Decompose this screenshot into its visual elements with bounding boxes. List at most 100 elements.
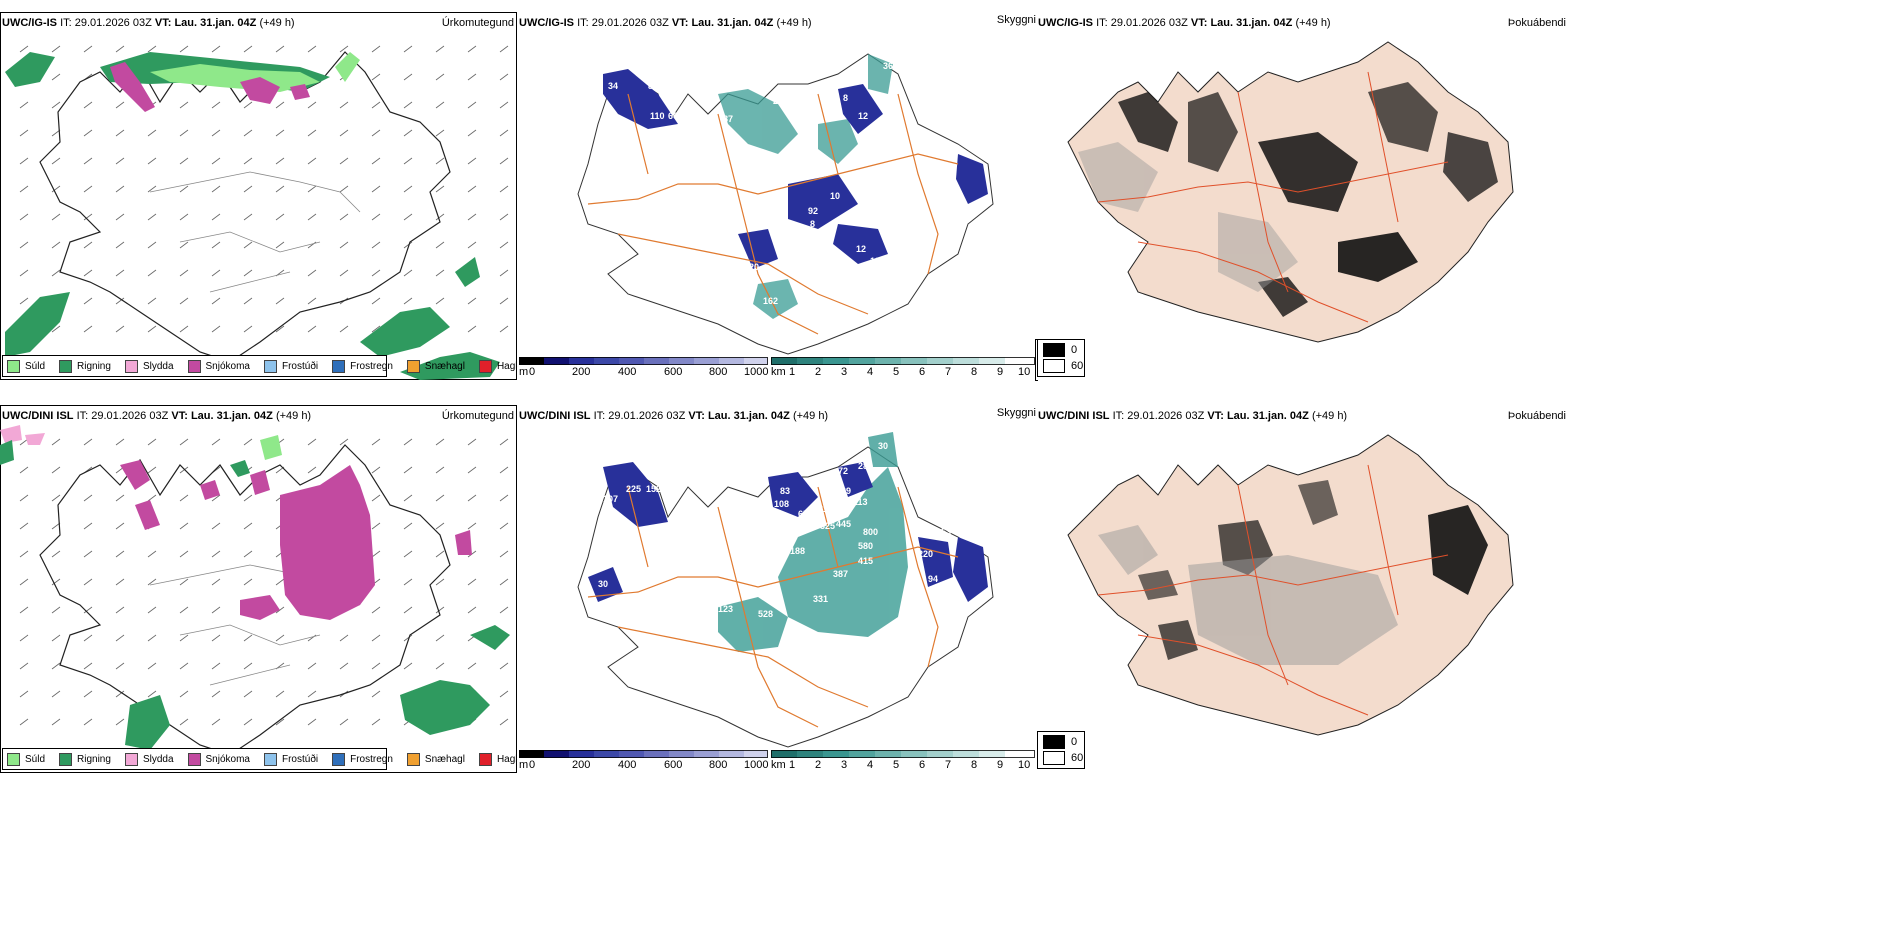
wind-barb — [499, 325, 509, 333]
wind-barb — [243, 634, 253, 642]
snow-tick: 600 — [664, 759, 683, 771]
wind-barb — [243, 325, 253, 333]
teal-visibility — [718, 54, 893, 319]
vis-label: 220 — [918, 549, 933, 559]
wind-barb — [371, 438, 381, 446]
vis-label: 8 — [810, 219, 815, 229]
wind-barb — [339, 213, 349, 221]
wind-barb — [243, 438, 253, 446]
lead-time: (+49 h) — [259, 17, 295, 29]
wind-barb — [275, 45, 285, 53]
vis-label: 12 — [858, 111, 868, 121]
vis-tick: 5 — [893, 759, 900, 771]
panel-title: Þokuábendi — [1507, 17, 1566, 29]
wind-barb — [19, 550, 29, 558]
wind-barb — [371, 241, 381, 249]
wind-barb — [275, 157, 285, 165]
vis-label: 353 — [936, 527, 951, 537]
snow-patches — [110, 62, 310, 112]
legend-swatch — [406, 359, 420, 373]
wind-barb — [467, 325, 477, 333]
fog-label: 60 — [1071, 360, 1084, 372]
wind-barb — [179, 213, 189, 221]
wind-barb — [403, 662, 413, 670]
legend-item: Snæhagl — [406, 752, 465, 766]
wind-barb — [179, 101, 189, 109]
wind-barb — [371, 185, 381, 193]
wind-barb — [19, 157, 29, 165]
valid-time: Lau. 31.jan. 04Z — [190, 410, 273, 422]
vis-label: 34 — [608, 81, 618, 91]
wind-barb — [19, 45, 29, 53]
vis-label: 16 — [654, 226, 664, 236]
precip-map — [0, 405, 517, 773]
legend-swatch — [263, 752, 277, 766]
visibility-map: 16 34 88 110 60 87 27 353 8 12 92 10 8 1… — [577, 53, 994, 355]
legend-label: Snæhagl — [424, 360, 465, 372]
wind-barb — [83, 45, 93, 53]
wind-barb — [243, 45, 253, 53]
wind-barb — [147, 213, 157, 221]
wind-barb — [147, 606, 157, 614]
legend-item: Rigning — [59, 359, 111, 373]
wind-barb — [83, 241, 93, 249]
cloud-legend — [1035, 339, 1038, 381]
wind-barb — [371, 157, 381, 165]
wind-barb — [371, 213, 381, 221]
wind-barb — [179, 241, 189, 249]
legend-swatch — [124, 359, 138, 373]
fog-swatch — [1043, 343, 1065, 357]
wind-barb — [435, 45, 445, 53]
wind-barb — [147, 45, 157, 53]
it-label: IT: — [1096, 17, 1108, 29]
legend-item: Slydda — [124, 752, 174, 766]
legend-label: Slydda — [142, 753, 174, 765]
wind-barb — [435, 297, 445, 305]
wind-barb — [499, 269, 509, 277]
legend-item: Snjókoma — [187, 359, 250, 373]
fog-patches — [1118, 82, 1498, 317]
vis-label: 331 — [813, 594, 828, 604]
wind-barb — [211, 157, 221, 165]
legend-item: Rigning — [59, 752, 111, 766]
wind-barb — [499, 101, 509, 109]
wind-barb — [307, 690, 317, 698]
wind-barb — [179, 718, 189, 726]
wind-barb — [51, 718, 61, 726]
legend-label: Rigning — [77, 753, 111, 765]
vis-label: 12 — [870, 256, 880, 266]
wind-barb — [435, 438, 445, 446]
vis-tick: 6 — [919, 759, 926, 771]
wind-barb — [307, 662, 317, 670]
wind-barb — [51, 634, 61, 642]
vis-label: 60 — [668, 111, 678, 121]
wind-barb — [339, 241, 349, 249]
legend-item: Frostregn — [332, 752, 393, 766]
wind-barb — [339, 129, 349, 137]
panel-title: Þokuábendi — [1507, 410, 1566, 422]
vis-label: 800 — [863, 527, 878, 537]
vis-label: 415 — [858, 556, 873, 566]
wind-barb — [307, 297, 317, 305]
wind-barb — [339, 157, 349, 165]
vis-label: 181 — [813, 504, 828, 514]
wind-barb — [243, 297, 253, 305]
legend-label: Haglél — [496, 753, 518, 765]
wind-barb — [499, 466, 509, 474]
wind-barb — [19, 466, 29, 474]
vis-label: 120 — [744, 262, 759, 272]
wind-barb — [403, 297, 413, 305]
wind-barb — [371, 297, 381, 305]
wind-barb — [243, 690, 253, 698]
vis-label: 72 — [838, 466, 848, 476]
vis-label: 83 — [780, 486, 790, 496]
vis-label: 353 — [800, 93, 815, 103]
wind-barb — [115, 578, 125, 586]
vis-value-labels: 16 34 88 110 60 87 27 353 8 12 92 10 8 1… — [608, 61, 893, 306]
visibility-panel-1: UWC/IG-IS IT: 29.01.2026 03Z VT: Lau. 31… — [518, 12, 1038, 382]
wind-barb — [83, 325, 93, 333]
wind-barb — [499, 185, 509, 193]
rain-patches — [5, 52, 500, 380]
wind-barb — [51, 185, 61, 193]
visibility-map: 30 289 72 129 113 83 108 65 181 325 445 … — [577, 432, 994, 748]
